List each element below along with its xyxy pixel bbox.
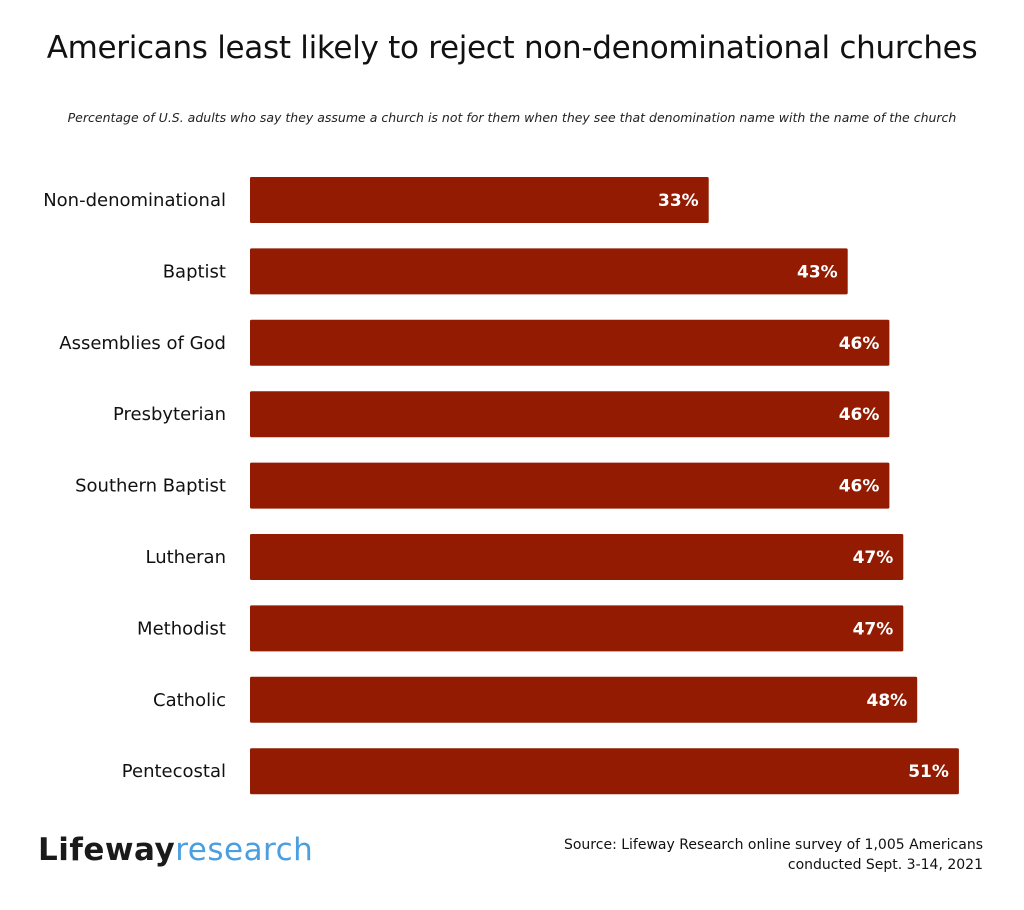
source-line-2: conducted Sept. 3-14, 2021 — [787, 857, 983, 873]
bar-methodist — [250, 605, 904, 652]
value-label: 46% — [839, 405, 880, 425]
chart-subtitle: Percentage of U.S. adults who say they a… — [67, 110, 957, 125]
category-label: Methodist — [137, 618, 226, 639]
source-line-1: Source: Lifeway Research online survey o… — [563, 837, 983, 853]
bar-catholic — [250, 676, 918, 723]
value-label: 47% — [853, 548, 894, 568]
value-label: 46% — [839, 334, 880, 354]
category-label: Non-denominational — [43, 190, 226, 211]
category-label: Pentecostal — [122, 761, 226, 782]
bar-southern-baptist — [250, 462, 890, 509]
category-label: Southern Baptist — [75, 476, 226, 497]
bar-lutheran — [250, 534, 904, 580]
bar-non-denominational — [250, 177, 709, 223]
logo-sub: research — [175, 832, 314, 868]
bar-baptist — [250, 248, 848, 295]
category-label: Assemblies of God — [59, 333, 226, 354]
value-label: 33% — [658, 191, 699, 211]
value-label: 47% — [853, 619, 894, 639]
value-label: 51% — [908, 762, 949, 782]
value-label: 48% — [866, 691, 907, 711]
category-label: Presbyterian — [113, 404, 226, 425]
category-label: Baptist — [163, 261, 226, 282]
bar-presbyterian — [250, 391, 890, 438]
bar-assemblies-of-god — [250, 319, 890, 366]
source-note: Source: Lifeway Research online survey o… — [564, 835, 983, 875]
chart-title: Americans least likely to reject non-den… — [46, 30, 978, 66]
category-label: Catholic — [153, 690, 226, 711]
bar-pentecostal — [250, 748, 959, 795]
lifeway-research-logo: Lifewayresearch — [38, 832, 313, 868]
category-label: Lutheran — [146, 547, 227, 568]
value-label: 43% — [797, 262, 838, 282]
value-label: 46% — [839, 477, 880, 497]
logo-brand: Lifeway — [38, 832, 176, 868]
